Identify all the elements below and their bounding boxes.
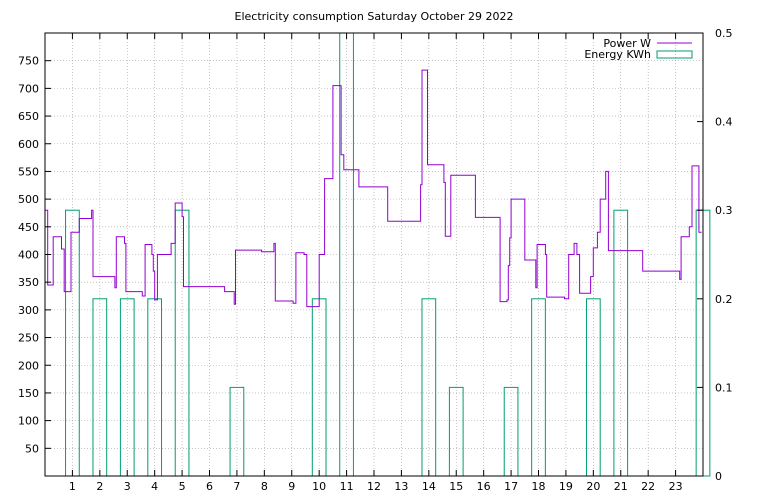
energy-bar	[613, 209, 629, 477]
x-tick-label: 3	[124, 480, 131, 493]
y-tick-label: 450	[18, 221, 39, 234]
energy-bar	[174, 209, 190, 477]
chart-title: Electricity consumption Saturday October…	[235, 10, 514, 23]
energy-bar	[65, 209, 80, 477]
x-tick-label: 17	[504, 480, 518, 493]
y-tick-label: 150	[18, 387, 39, 400]
x-tick-label: 10	[312, 480, 326, 493]
x-tick-label: 9	[288, 480, 295, 493]
x-tick-label: 21	[614, 480, 628, 493]
x-tick-label: 6	[206, 480, 213, 493]
y-tick-label: 700	[18, 82, 39, 95]
y-tick-label: 550	[18, 165, 39, 178]
y-tick-label: 750	[18, 55, 39, 68]
y-tick-label: 650	[18, 110, 39, 123]
x-tick-label: 16	[477, 480, 491, 493]
y-tick-label: 300	[18, 304, 39, 317]
y2-tick-label: 0.2	[715, 293, 733, 306]
power-series	[45, 69, 702, 308]
y-tick-label: 200	[18, 359, 39, 372]
legend: Power W Energy KWh	[584, 37, 693, 61]
x-tick-label: 11	[340, 480, 354, 493]
x-tick-label: 7	[233, 480, 240, 493]
power-line	[45, 69, 702, 308]
legend-label-power: Power W	[603, 37, 651, 50]
x-tick-label: 13	[394, 480, 408, 493]
y2-tick-label: 0.4	[715, 116, 733, 129]
x-tick-label: 2	[96, 480, 103, 493]
y-tick-label: 500	[18, 193, 39, 206]
x-tick-label: 20	[586, 480, 600, 493]
x-tick-label: 5	[179, 480, 186, 493]
axes: 1 2 3 4 5 6 7 8 9 10 11 12 13 14 15 16 17 18 19 20 21 22 23501…	[18, 27, 733, 493]
y2-tick-label: 0.3	[715, 204, 733, 217]
y2-tick-label: 0.5	[715, 27, 733, 40]
x-tick-label: 8	[261, 480, 268, 493]
x-tick-label: 19	[559, 480, 573, 493]
legend-label-energy: Energy KWh	[584, 48, 651, 61]
x-tick-label: 23	[669, 480, 683, 493]
x-tick-label: 1	[69, 480, 76, 493]
y-tick-label: 250	[18, 332, 39, 345]
x-tick-label: 4	[151, 480, 158, 493]
x-tick-label: 18	[532, 480, 546, 493]
grid	[45, 33, 703, 476]
y-tick-label: 400	[18, 249, 39, 262]
y2-tick-label: 0	[715, 470, 722, 483]
x-tick-label: 12	[367, 480, 381, 493]
x-tick-label: 15	[449, 480, 463, 493]
y2-tick-label: 0.1	[715, 381, 733, 394]
x-tick-label: 22	[641, 480, 655, 493]
y-tick-label: 50	[25, 442, 39, 455]
x-tick-label: 14	[422, 480, 436, 493]
y-tick-label: 100	[18, 415, 39, 428]
legend-swatch-energy	[656, 50, 693, 59]
y-tick-label: 350	[18, 276, 39, 289]
y-tick-label: 600	[18, 138, 39, 151]
